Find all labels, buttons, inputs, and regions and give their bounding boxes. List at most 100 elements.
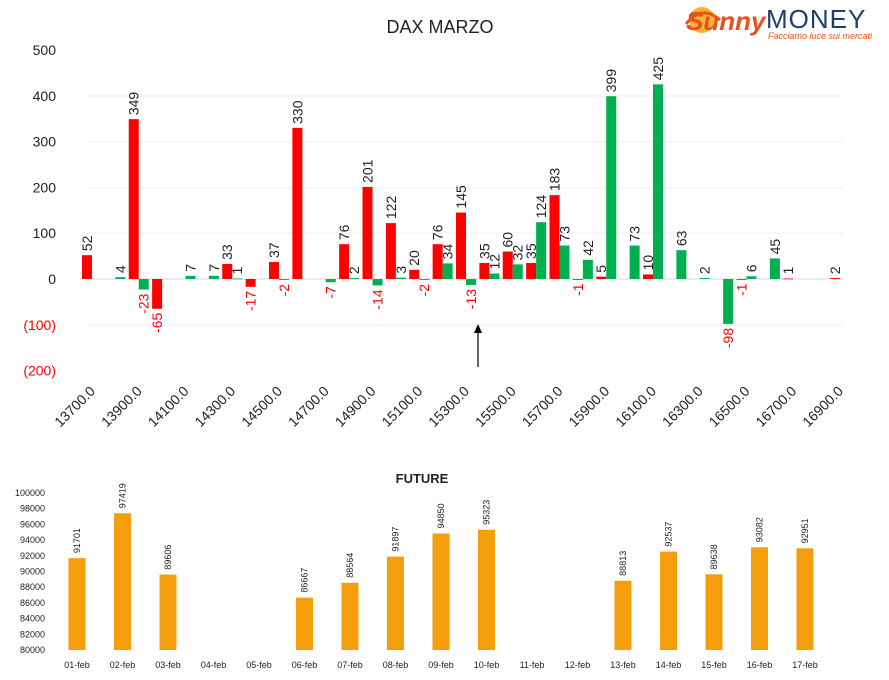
y-tick-label: 200 <box>33 179 57 195</box>
red-bar <box>128 119 139 280</box>
green-bar <box>699 278 710 279</box>
bar-value-label: 349 <box>126 92 142 116</box>
bar-value-label: -65 <box>149 313 165 333</box>
red-bar <box>596 276 607 279</box>
red-bar <box>736 279 747 280</box>
green-bar <box>138 279 149 290</box>
green-bar <box>232 278 243 280</box>
future-title: FUTURE <box>396 471 449 486</box>
chart-title: DAX MARZO <box>386 17 493 37</box>
future-value-label: 92537 <box>664 522 674 547</box>
y-tick-label: (200) <box>23 363 56 379</box>
bar-value-label: 2 <box>346 266 362 274</box>
future-value-label: 89638 <box>709 544 719 569</box>
y-axis: 500 400 300 200 100 0 (100) (200) <box>23 42 56 379</box>
x-tick-label: 15500.0 <box>472 383 519 430</box>
future-bar <box>614 580 632 650</box>
bar-value-label: 7 <box>206 264 222 272</box>
bar-value-label: 10 <box>640 255 656 271</box>
bar-value-label: 52 <box>79 235 95 251</box>
bar-value-label: 4 <box>112 265 128 273</box>
red-bar <box>479 262 490 279</box>
future-x-tick-label: 02-feb <box>110 660 136 670</box>
future-bar <box>796 548 814 650</box>
future-value-label: 97419 <box>118 483 128 508</box>
logo-script: Sunny <box>686 6 767 36</box>
red-bar <box>292 127 303 279</box>
future-bar <box>660 551 677 650</box>
x-tick-label: 14900.0 <box>332 383 379 430</box>
bar-value-label: 73 <box>557 226 573 242</box>
sunny-money-logo: Sunny MONEY Facciamo luce sui mercati <box>680 2 885 42</box>
x-tick-label: 14500.0 <box>238 383 285 430</box>
red-bar <box>549 195 560 279</box>
future-bar <box>705 574 723 650</box>
red-bar <box>385 223 396 279</box>
red-bar <box>339 244 350 279</box>
future-bar <box>114 513 131 650</box>
y-tick-label: 300 <box>33 134 57 150</box>
x-tick-label: 16900.0 <box>799 383 846 430</box>
bar-value-label: 6 <box>744 264 760 272</box>
green-bar <box>466 279 476 285</box>
bar-value-label: -2 <box>416 284 432 297</box>
future-x-tick-label: 07-feb <box>337 660 363 670</box>
future-y-tick-label: 84000 <box>20 614 45 624</box>
bar-value-label: 33 <box>219 244 235 260</box>
future-value-label: 88564 <box>345 553 355 578</box>
x-tick-label: 14100.0 <box>145 383 192 430</box>
bar-value-label: -17 <box>243 291 259 311</box>
future-y-tick-label: 90000 <box>20 567 45 577</box>
future-x-tick-label: 12-feb <box>565 660 591 670</box>
green-bar <box>279 279 289 280</box>
bar-value-label: 201 <box>360 159 376 183</box>
future-y-tick-label: 88000 <box>20 582 45 592</box>
bar-value-label: 34 <box>440 244 456 260</box>
future-x-tick-label: 14-feb <box>656 660 682 670</box>
future-x-tick-label: 01-feb <box>64 660 90 670</box>
future-bar <box>341 582 359 650</box>
future-x-tick-label: 08-feb <box>383 660 409 670</box>
green-bar <box>606 96 617 280</box>
future-x-tick-label: 13-feb <box>610 660 636 670</box>
green-bar <box>349 278 360 279</box>
strike-marker-arrow <box>474 324 482 367</box>
green-bar <box>208 275 219 279</box>
red-bar <box>456 212 466 279</box>
logo-caps: MONEY <box>766 4 866 34</box>
bar-value-label: 5 <box>593 265 609 273</box>
future-x-tick-label: 04-feb <box>201 660 227 670</box>
bar-value-label: 35 <box>523 243 539 259</box>
bar-value-label: -23 <box>136 293 152 313</box>
red-bar <box>409 269 420 279</box>
future-value-label: 91897 <box>391 527 401 552</box>
bar-value-label: 183 <box>547 168 563 192</box>
bar-value-label: 399 <box>603 69 619 93</box>
x-tick-label: 15100.0 <box>378 383 425 430</box>
future-bar <box>296 597 313 650</box>
future-value-label: 89606 <box>163 545 173 570</box>
future-y-tick-label: 94000 <box>20 535 45 545</box>
bar-value-label: 37 <box>266 242 282 258</box>
red-bar <box>502 251 513 279</box>
green-bar <box>185 275 196 279</box>
future-value-label: 88813 <box>618 551 628 576</box>
bar-value-label: 145 <box>453 185 469 209</box>
bar-value-label: 12 <box>486 254 502 270</box>
future-x-tick-label: 17-feb <box>792 660 818 670</box>
future-bar <box>159 574 177 650</box>
red-bar <box>269 262 279 279</box>
logo-tagline: Facciamo luce sui mercati <box>768 31 873 41</box>
future-bar <box>751 547 768 650</box>
future-value-label: 95323 <box>482 500 492 525</box>
y-tick-label: 100 <box>33 225 57 241</box>
y-tick-label: 500 <box>33 42 57 58</box>
red-bar <box>830 278 840 279</box>
x-tick-label: 16100.0 <box>612 383 659 430</box>
x-tick-label: 16300.0 <box>659 383 706 430</box>
green-bar <box>325 279 336 283</box>
bar-value-label: 35 <box>476 243 492 259</box>
future-y-tick-label: 92000 <box>20 551 45 561</box>
green-bar <box>746 276 757 279</box>
green-bar <box>536 222 547 279</box>
